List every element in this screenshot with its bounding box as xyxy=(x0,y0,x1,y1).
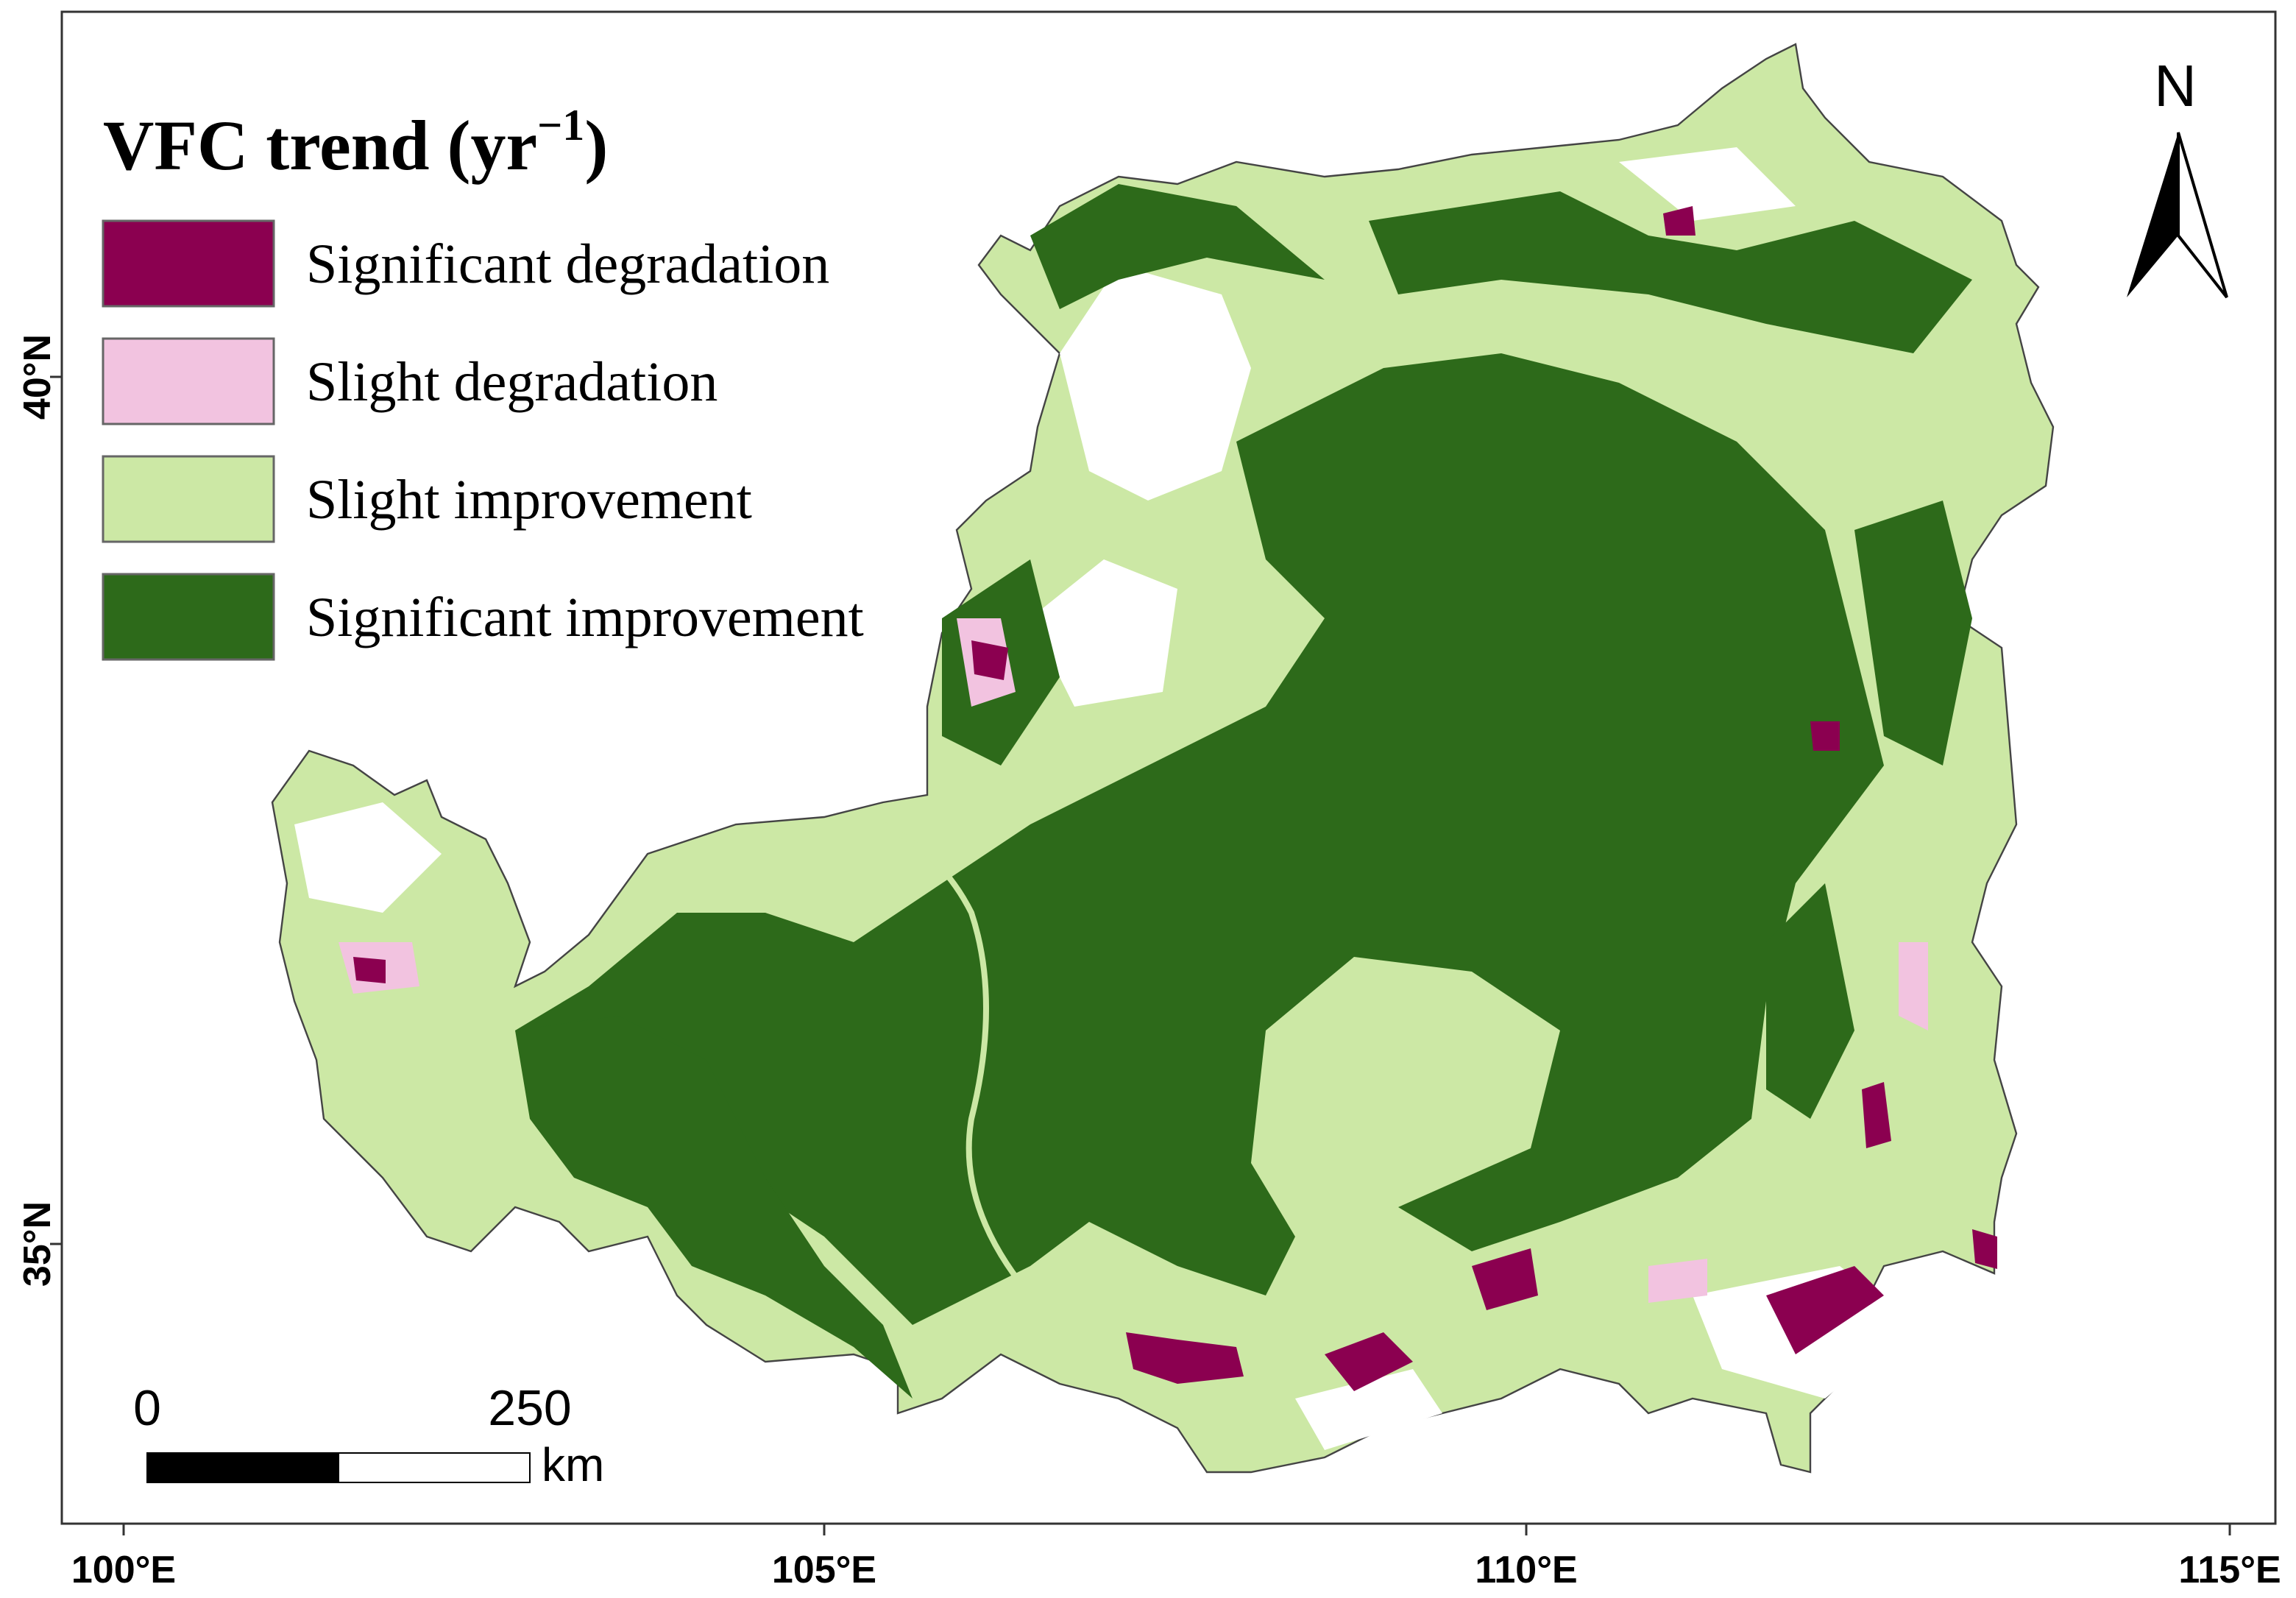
legend-label: Slight improvement xyxy=(306,469,752,531)
north-label: N xyxy=(2154,53,2197,119)
north-arrow-left xyxy=(2127,132,2178,297)
legend-label: Slight degradation xyxy=(306,351,718,413)
significant-improvement-areas xyxy=(515,184,1972,1399)
axes: 100°E 105°E 110°E 115°E 40°N 35°N xyxy=(16,334,2281,1591)
scale-unit: km xyxy=(542,1438,604,1491)
y-tick-label: 35°N xyxy=(16,1201,59,1287)
legend-swatch xyxy=(102,219,275,308)
legend-swatch xyxy=(102,455,275,543)
legend-title: VFC trend (yr−1) xyxy=(103,101,608,185)
x-tick-label: 100°E xyxy=(71,1549,176,1591)
legend-swatch xyxy=(102,573,275,661)
scale-start: 0 xyxy=(133,1380,161,1436)
scale-bar-black xyxy=(146,1452,339,1483)
title-superscript: −1 xyxy=(537,101,584,149)
x-tick-label: 110°E xyxy=(1475,1549,1577,1591)
x-tick-label: 115°E xyxy=(2178,1549,2281,1591)
y-tick-label: 40°N xyxy=(16,334,59,420)
legend-label: Significant improvement xyxy=(306,587,864,648)
legend-swatch xyxy=(102,337,275,425)
map-frame xyxy=(60,10,2277,1525)
legend-label: Significant degradation xyxy=(306,233,829,295)
north-arrow-right xyxy=(2177,132,2228,299)
title-suffix: ) xyxy=(584,106,608,185)
scale-end: 250 xyxy=(488,1380,571,1436)
x-tick-label: 105°E xyxy=(772,1549,876,1591)
legend: Significant degradation Slight degradatio… xyxy=(102,219,864,661)
river-line xyxy=(882,821,1033,1298)
significant-degradation-areas xyxy=(353,206,1997,1391)
title-text: VFC trend (yr xyxy=(103,106,537,185)
scale-bar-white xyxy=(338,1452,531,1483)
